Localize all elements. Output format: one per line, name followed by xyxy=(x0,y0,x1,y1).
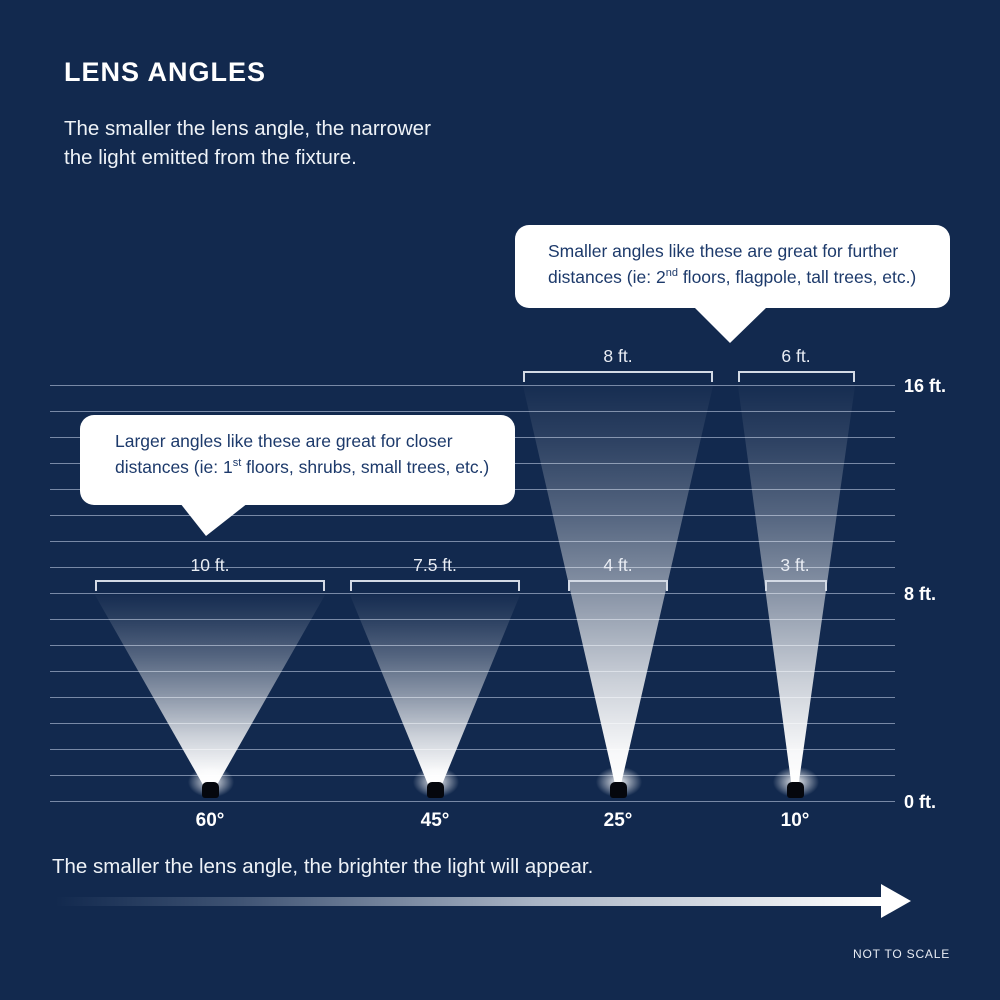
subtitle-line-1: The smaller the lens angle, the narrower xyxy=(64,117,431,140)
angle-label-45deg: 45° xyxy=(420,810,450,831)
angle-label-25deg: 25° xyxy=(603,810,633,831)
spread-label-6ft: 6 ft. xyxy=(781,346,811,366)
width-bracket-7-5ft xyxy=(350,580,520,591)
scale-note: NOT TO SCALE xyxy=(853,947,950,961)
spread-label-10ft: 10 ft. xyxy=(190,555,230,575)
light-fixture-60deg xyxy=(202,782,219,798)
width-bracket-3ft xyxy=(765,580,827,591)
light-fixture-45deg xyxy=(427,782,444,798)
width-bracket-4ft xyxy=(568,580,668,591)
angle-label-60deg: 60° xyxy=(195,810,225,831)
width-bracket-6ft xyxy=(738,371,855,382)
spread-label-4ft: 4 ft. xyxy=(603,555,633,575)
axis-label-0ft: 0 ft. xyxy=(904,792,937,812)
callout-far-line-2: distances (ie: 2nd floors, flagpole, tal… xyxy=(548,267,917,288)
arrow-right-icon xyxy=(881,884,911,918)
light-fixture-10deg xyxy=(787,782,804,798)
callout-far-line-1: Smaller angles like these are great for … xyxy=(548,241,899,261)
callout-smaller-angles-tail xyxy=(693,306,768,343)
spread-label-3ft: 3 ft. xyxy=(780,555,810,575)
light-fixture-25deg xyxy=(610,782,627,798)
footer-text: The smaller the lens angle, the brighter… xyxy=(52,855,594,878)
axis-label-8ft: 8 ft. xyxy=(904,584,937,604)
axis-label-16ft: 16 ft. xyxy=(904,376,947,396)
page-subtitle: The smaller the lens angle, the narrower… xyxy=(64,114,431,172)
callout-smaller-angles: Smaller angles like these are great for … xyxy=(515,225,950,308)
spread-label-8ft: 8 ft. xyxy=(603,346,633,366)
callout-larger-angles: Larger angles like these are great for c… xyxy=(80,415,515,505)
callout-near-line-1: Larger angles like these are great for c… xyxy=(115,431,453,451)
callout-near-line-2: distances (ie: 1st floors, shrubs, small… xyxy=(115,457,490,478)
spread-label-7-5ft: 7.5 ft. xyxy=(413,555,457,575)
width-bracket-10ft xyxy=(95,580,325,591)
brightness-arrow-shaft xyxy=(55,897,882,906)
angle-label-10deg: 10° xyxy=(780,810,810,831)
subtitle-line-2: the light emitted from the fixture. xyxy=(64,146,357,169)
width-bracket-8ft xyxy=(523,371,713,382)
callout-larger-angles-tail xyxy=(180,503,248,536)
page-title: LENS ANGLES xyxy=(64,57,267,87)
